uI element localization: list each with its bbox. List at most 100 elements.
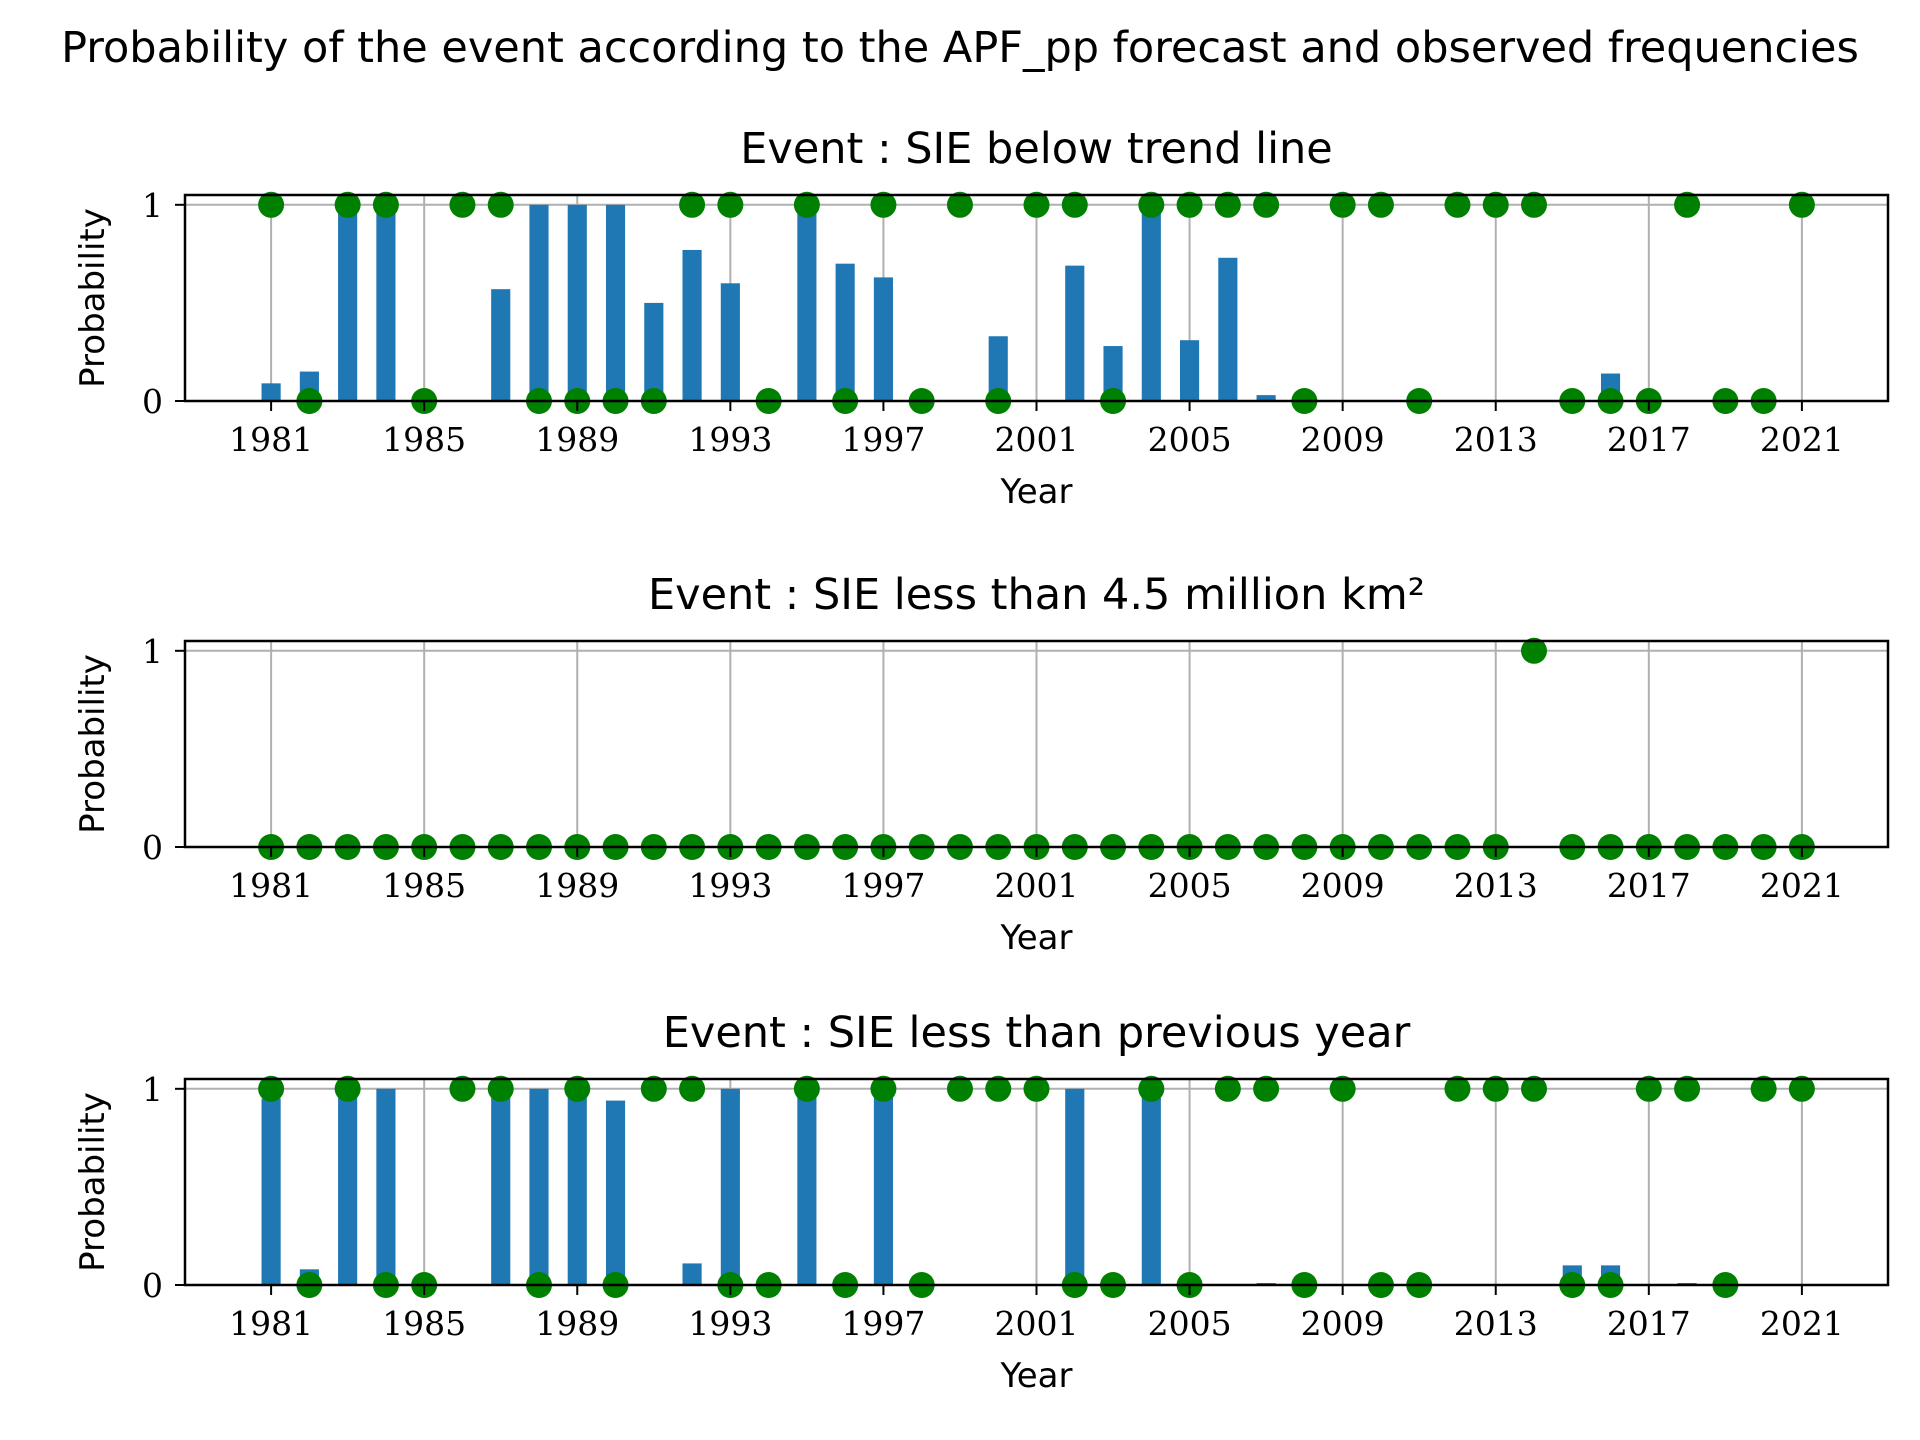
x-tick-label: 2009 [1301, 1304, 1385, 1343]
x-tick-label: 1989 [535, 420, 619, 459]
bar [491, 1088, 511, 1285]
observed-point [1444, 191, 1471, 218]
grid [185, 195, 1888, 402]
observed-point [1521, 637, 1548, 664]
bar [682, 249, 702, 401]
bar [1218, 257, 1238, 401]
observed-point [334, 191, 361, 218]
x-tick-label: 2017 [1607, 1304, 1691, 1343]
panel-3: Event : SIE less than previous year 1981 1… [73, 1008, 1890, 1396]
observed-point [1253, 191, 1280, 218]
x-tick-label: 2009 [1301, 866, 1385, 905]
bar [261, 383, 281, 401]
observed-point [1023, 1075, 1050, 1102]
bar [338, 204, 358, 401]
y-axis-label: Probability [73, 1092, 113, 1272]
observed-point [679, 191, 706, 218]
bar [1256, 395, 1276, 401]
x-tick-label: 2013 [1454, 420, 1538, 459]
x-tick-label: 2001 [995, 866, 1079, 905]
bar [567, 204, 587, 401]
y-tick-label: 0 [142, 828, 163, 867]
observed-point [1482, 1075, 1509, 1102]
x-axis-label: Year [1000, 918, 1073, 958]
observed-point [258, 191, 285, 218]
bar [605, 1100, 626, 1285]
y-tick-label: 1 [142, 632, 163, 671]
bar [873, 1088, 893, 1285]
bar [529, 1088, 549, 1285]
observed-point [793, 191, 820, 218]
observed-point [1482, 191, 1509, 218]
grid [185, 1079, 1888, 1286]
panel-1: Event : SIE below trend line 1981 1985 1989… [73, 124, 1890, 512]
y-tick-label: 1 [142, 1070, 163, 1109]
observed-series [258, 1075, 1815, 1298]
observed-point [1329, 1075, 1356, 1102]
observed-point [717, 191, 744, 218]
bar [797, 1088, 817, 1285]
x-tick-label: 1981 [229, 866, 313, 905]
bar [529, 204, 549, 401]
x-tick-label: 2021 [1760, 420, 1844, 459]
x-tick-label: 2021 [1760, 1304, 1844, 1343]
y-tick-label: 0 [142, 1266, 163, 1305]
observed-point [1444, 1075, 1471, 1102]
x-axis-label: Year [1000, 472, 1073, 512]
x-tick-label: 2017 [1607, 420, 1691, 459]
bar [835, 263, 855, 401]
observed-point [1788, 1075, 1815, 1102]
x-tick-label: 1993 [688, 866, 772, 905]
observed-point [1674, 191, 1701, 218]
observed-point [487, 1075, 514, 1102]
y-axis-label: Probability [73, 208, 113, 388]
bar [1065, 1088, 1085, 1285]
bar [873, 277, 893, 401]
observed-point [372, 191, 399, 218]
observed-point [640, 1075, 667, 1102]
x-tick-label: 2013 [1454, 1304, 1538, 1343]
x-tick-label: 1989 [535, 866, 619, 905]
observed-point [1214, 1075, 1241, 1102]
bar [682, 1263, 702, 1285]
x-tick-label: 1981 [229, 420, 313, 459]
panel-2: Event : SIE less than 4.5 million km² 198… [73, 570, 1890, 958]
observed-point [1138, 191, 1165, 218]
bar [720, 1088, 740, 1285]
x-tick-label: 1985 [382, 420, 466, 459]
bar [988, 336, 1008, 401]
bar [376, 204, 396, 401]
observed-point [946, 191, 973, 218]
figure-title: Probability of the event according to th… [61, 23, 1859, 73]
x-tick-label: 2009 [1301, 420, 1385, 459]
observed-point [793, 1075, 820, 1102]
panel-title: Event : SIE less than previous year [663, 1008, 1411, 1058]
x-tick-label: 1989 [535, 1304, 619, 1343]
observed-point [1367, 191, 1394, 218]
x-tick-label: 2017 [1607, 866, 1691, 905]
x-tick-label: 1993 [688, 420, 772, 459]
bar [261, 1098, 281, 1285]
observed-point [1521, 1075, 1548, 1102]
observed-point [1674, 1075, 1701, 1102]
observed-point [1176, 191, 1203, 218]
observed-point [258, 1075, 285, 1102]
observed-point [449, 1075, 476, 1102]
observed-point [946, 1075, 973, 1102]
observed-point [1214, 191, 1241, 218]
bar [1141, 204, 1161, 401]
x-tick-label: 1993 [688, 1304, 772, 1343]
x-tick-label: 2005 [1148, 420, 1232, 459]
observed-point [870, 1075, 897, 1102]
observed-point [1750, 1075, 1777, 1102]
bar [797, 204, 817, 401]
grid [185, 641, 1888, 848]
x-tick-label: 2005 [1148, 866, 1232, 905]
observed-point [1023, 191, 1050, 218]
panel-title: Event : SIE below trend line [740, 124, 1333, 174]
bar-series [261, 204, 1621, 401]
observed-point [487, 191, 514, 218]
x-axis-label: Year [1000, 1356, 1073, 1396]
bar [720, 283, 740, 401]
